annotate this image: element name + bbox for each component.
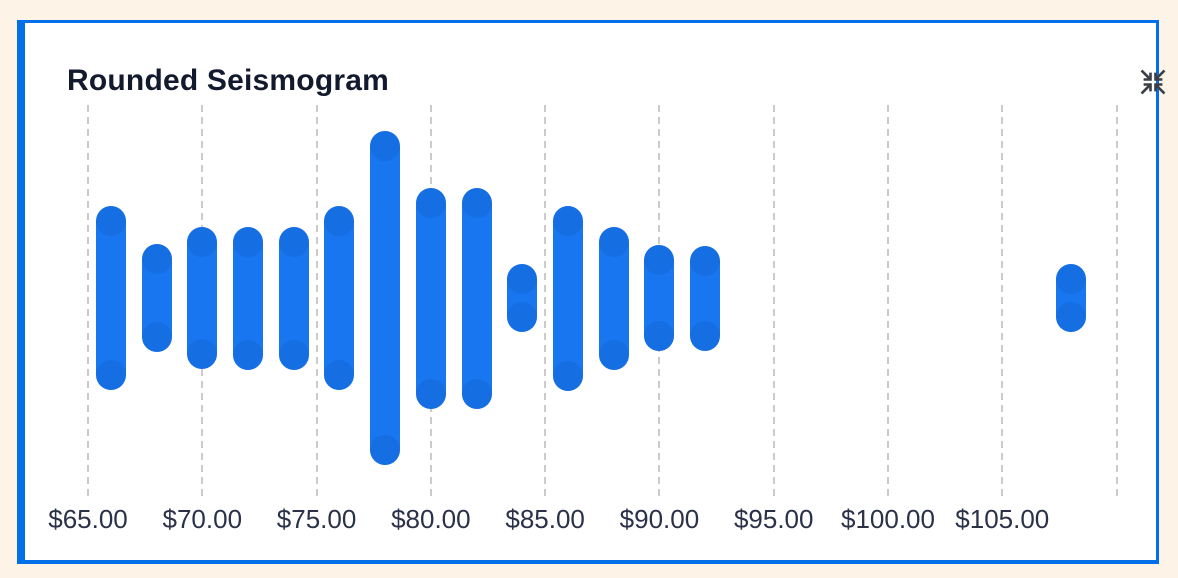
chart-title: Rounded Seismogram <box>67 64 389 97</box>
seismogram-bar[interactable] <box>461 187 492 409</box>
seismogram-bar[interactable] <box>278 226 309 370</box>
seismogram-bar[interactable] <box>507 264 538 332</box>
collapse-button[interactable] <box>1133 62 1173 102</box>
seismogram-bar[interactable] <box>370 131 401 465</box>
seismogram-bar[interactable] <box>141 244 172 352</box>
seismogram-bar[interactable] <box>187 227 218 369</box>
seismogram-bar[interactable] <box>232 226 263 370</box>
seismogram-bar[interactable] <box>95 206 126 390</box>
seismogram-bar[interactable] <box>324 206 355 390</box>
seismogram-bar[interactable] <box>1055 264 1086 332</box>
seismogram-bar[interactable] <box>690 245 721 351</box>
seismogram-bar[interactable] <box>415 187 446 409</box>
seismogram-bar[interactable] <box>598 226 629 370</box>
collapse-arrows-icon <box>1140 69 1166 95</box>
seismogram-bar[interactable] <box>552 205 583 391</box>
seismogram-bar[interactable] <box>644 245 675 351</box>
